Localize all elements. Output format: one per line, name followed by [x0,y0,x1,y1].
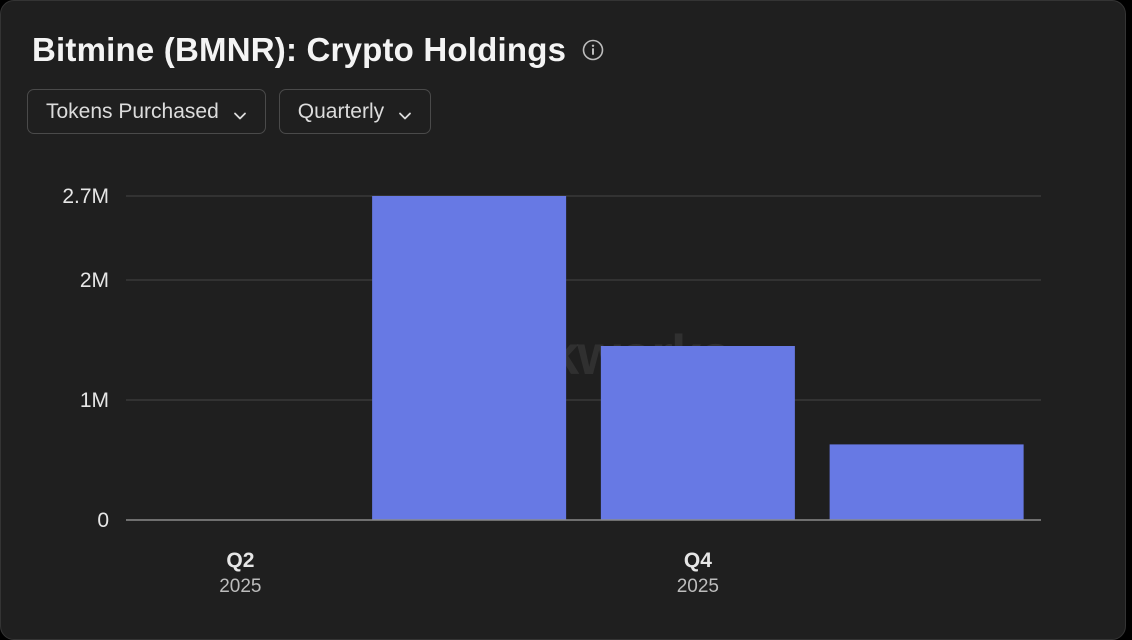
bar[interactable] [372,196,567,520]
bar[interactable] [600,346,795,520]
chart-controls: Tokens Purchased Quarterly [27,89,432,134]
title-row: Bitmine (BMNR): Crypto Holdings [32,31,604,69]
x-tick-label-quarter: Q2 [226,549,254,572]
period-dropdown-label: Quarterly [297,99,385,123]
info-circle-icon[interactable] [582,39,604,61]
period-dropdown[interactable]: Quarterly [278,89,432,134]
y-tick-label: 2M [80,269,109,292]
y-tick-label: 2.7M [62,185,109,208]
x-tick-label-quarter: Q4 [684,549,712,572]
metric-dropdown[interactable]: Tokens Purchased [27,89,266,134]
chevron-down-icon [398,105,412,119]
chart-title: Bitmine (BMNR): Crypto Holdings [32,31,567,68]
metric-dropdown-label: Tokens Purchased [46,99,219,123]
bar[interactable] [829,444,1024,520]
chevron-down-icon [233,105,247,119]
x-tick-label-year: 2025 [219,576,261,597]
y-tick-label: 0 [97,509,109,532]
x-tick-label-year: 2025 [677,576,719,597]
y-tick-label: 1M [80,389,109,412]
